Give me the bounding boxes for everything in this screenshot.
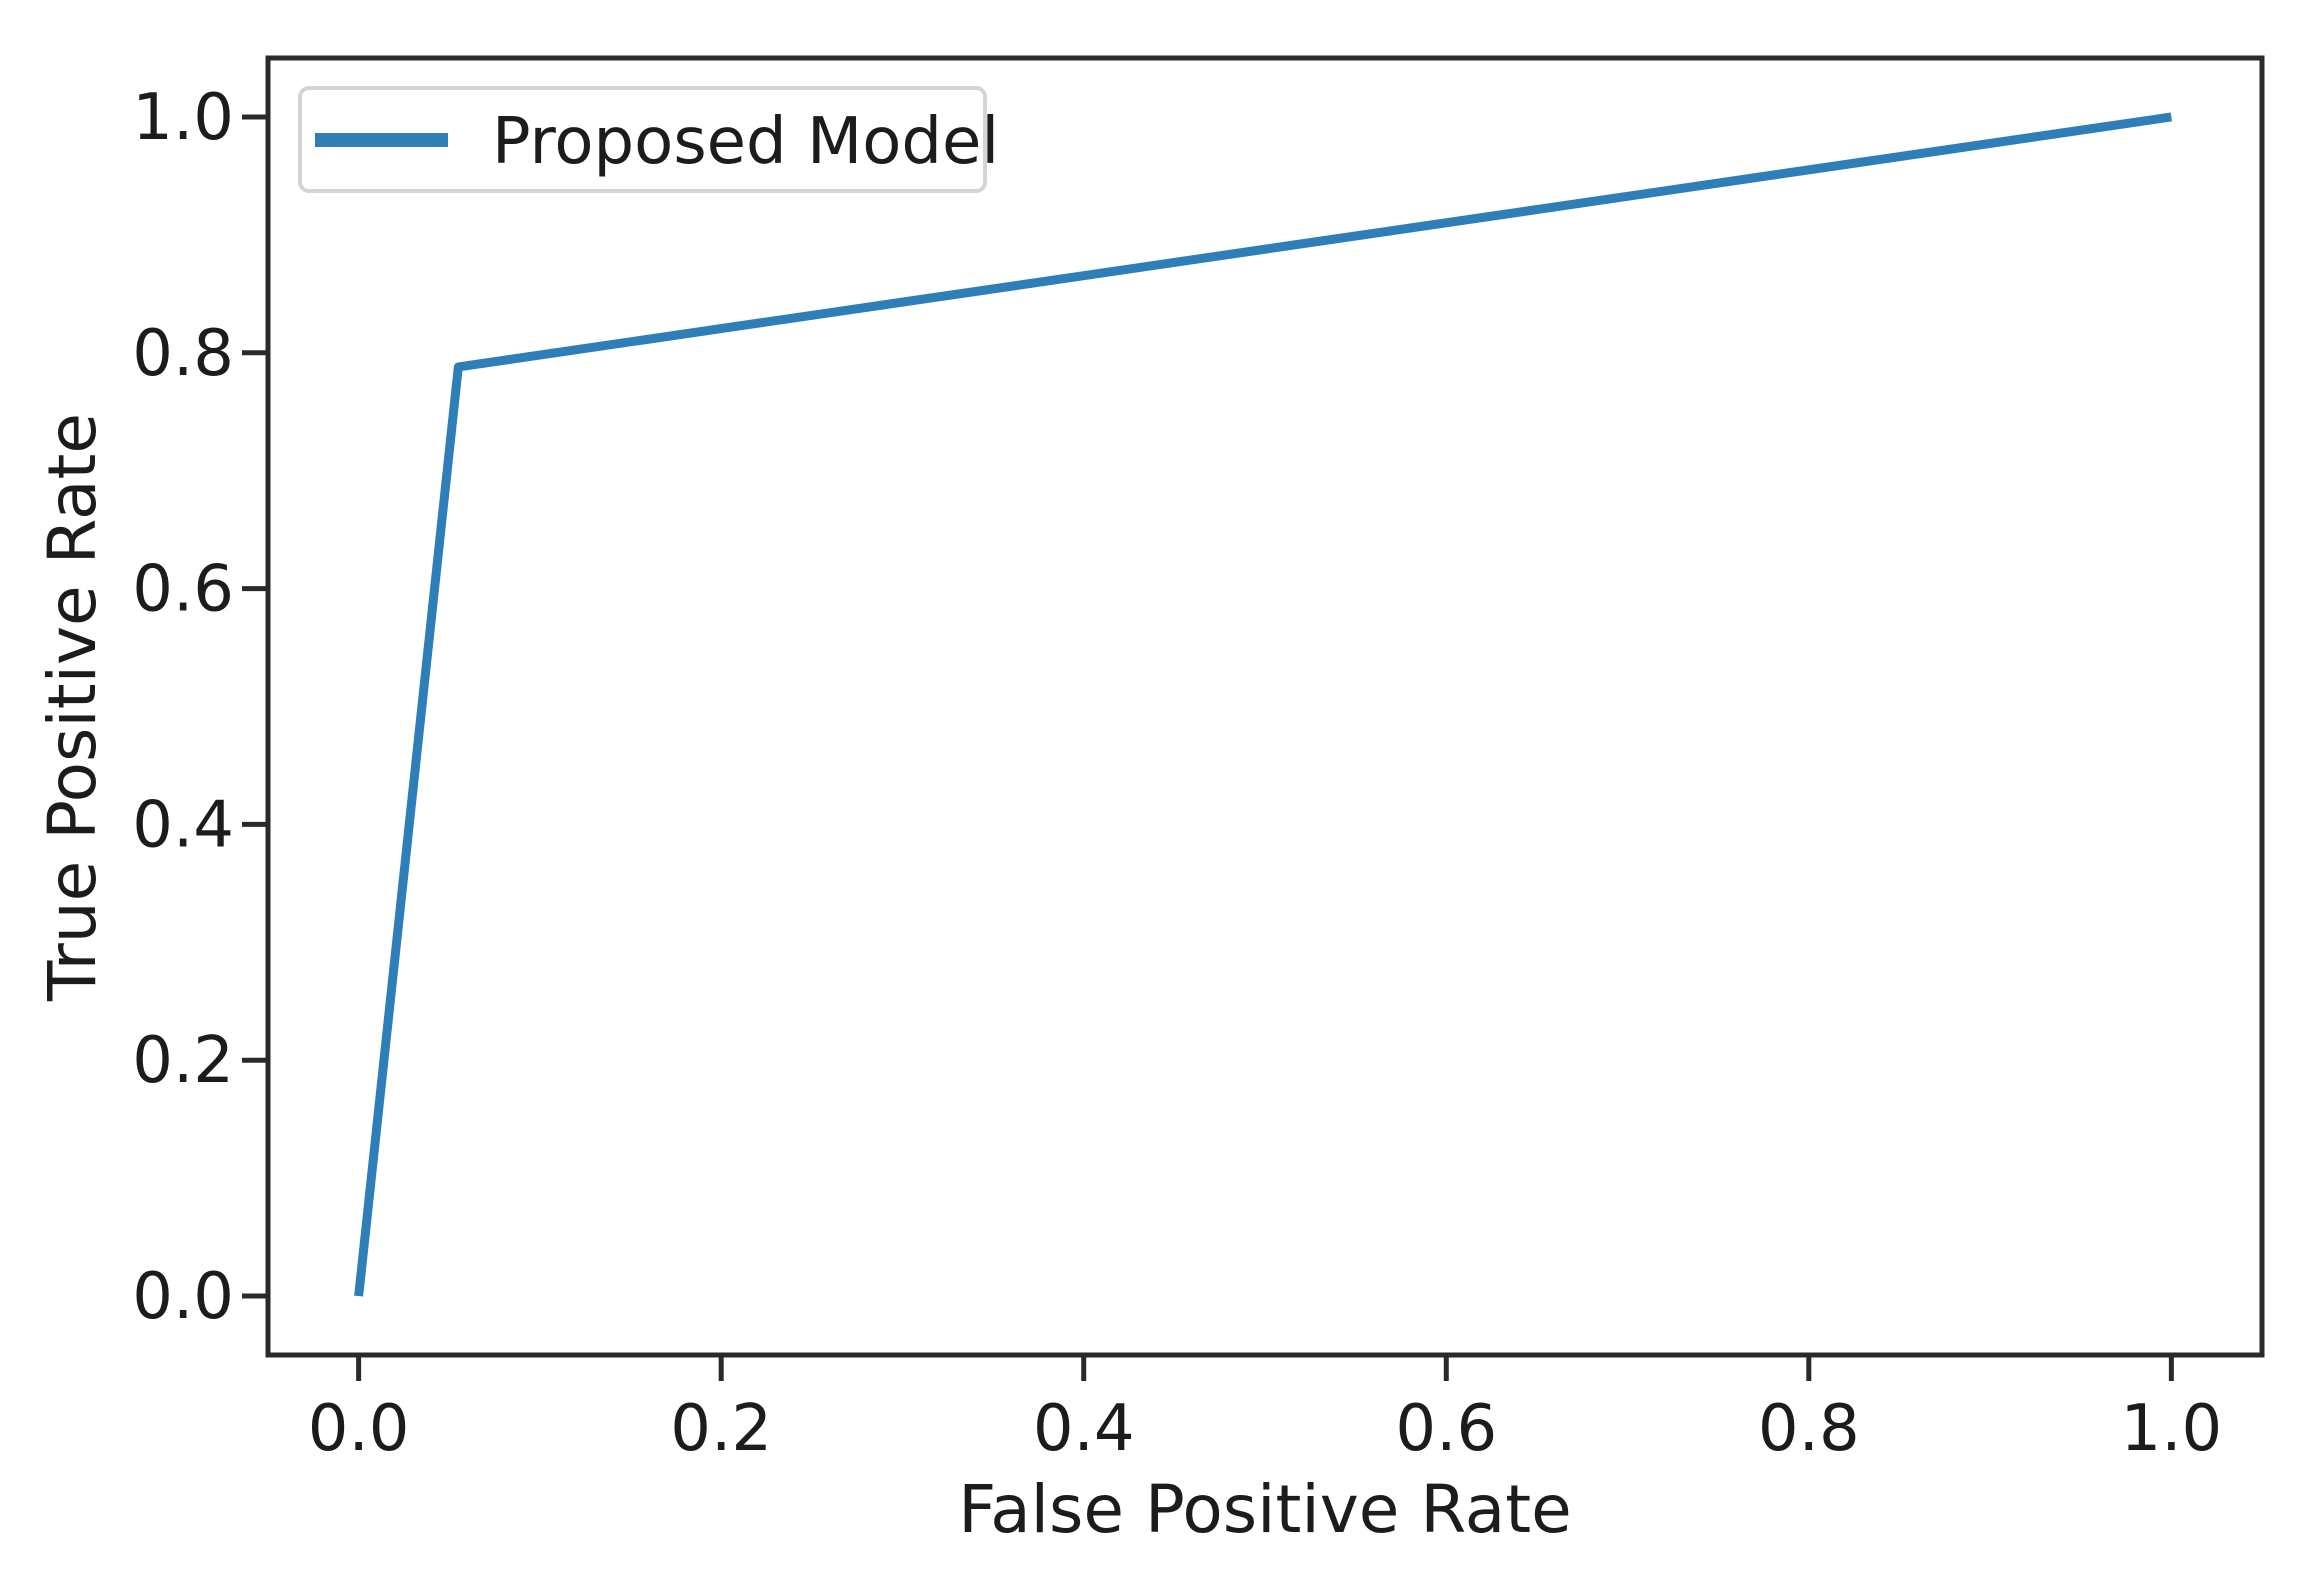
x-tick-label: 1.0 [2120,1392,2222,1466]
legend-box [298,86,987,193]
y-tick-label: 0.2 [132,1024,234,1098]
y-tick-label: 0.6 [132,553,234,627]
y-axis-label: True Positive Rate [34,413,111,1002]
y-tick-label: 0.8 [132,317,234,391]
x-axis-label: False Positive Rate [958,1471,1571,1548]
x-axis-tick-labels: 0.0 0.2 0.4 0.6 0.8 1.0 [308,1392,2223,1466]
plot-area-spines [265,55,2265,1358]
legend-entry-label: Proposed Model [492,105,999,179]
x-tick-label: 0.2 [670,1392,772,1466]
y-axis-tick-labels: 0.0 0.2 0.4 0.6 0.8 1.0 [132,81,234,1334]
roc-curve-line [354,112,2173,1297]
y-axis-ticks [242,114,268,1299]
x-tick-label: 0.6 [1395,1392,1497,1466]
y-tick-label: 0.0 [132,1260,234,1334]
y-tick-label: 1.0 [132,81,234,155]
legend: Proposed Model [298,86,999,193]
y-tick-label: 0.4 [132,788,234,862]
x-tick-label: 0.4 [1033,1392,1135,1466]
x-tick-label: 0.8 [1758,1392,1860,1466]
x-axis-ticks [356,1355,2174,1381]
x-tick-label: 0.0 [308,1392,410,1466]
